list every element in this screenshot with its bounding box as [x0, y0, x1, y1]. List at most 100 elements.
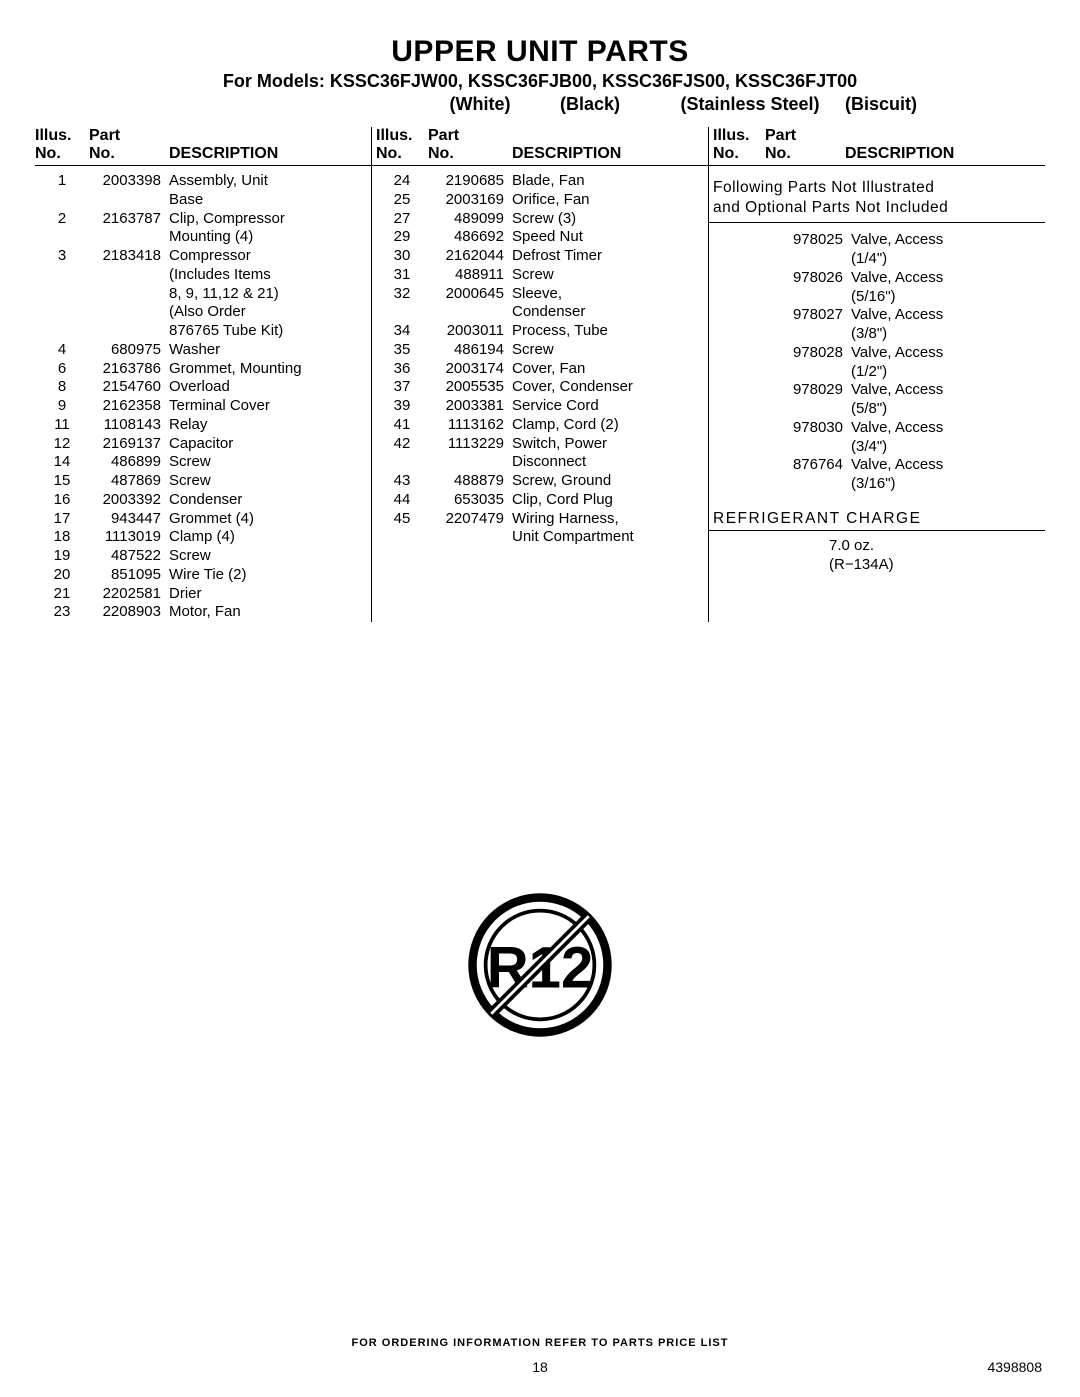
cell-illus-no: 15 [35, 472, 89, 491]
cell-description: Clip, Compressor [169, 210, 371, 229]
cell-illus-no: 34 [372, 322, 428, 341]
table-row: 8, 9, 11,12 & 21) [35, 285, 371, 304]
column-3: Illus. No. Part No. DESCRIPTION Followin… [709, 127, 1045, 622]
cell-description: Valve, Access [851, 419, 1045, 438]
table-row: 978028Valve, Access [709, 344, 1045, 363]
table-row: 876764Valve, Access [709, 456, 1045, 475]
cell-illus-no: 1 [35, 172, 89, 191]
cell-description: Grommet, Mounting [169, 360, 371, 379]
cell-part-no: 2207479 [428, 510, 512, 529]
col2-rows: 242190685Blade, Fan252003169Orifice, Fan… [372, 172, 708, 547]
cell-illus-no: 45 [372, 510, 428, 529]
hdr-no: No. [35, 145, 89, 163]
table-row: Unit Compartment [372, 528, 708, 547]
cell-description: Screw, Ground [512, 472, 708, 491]
cell-description: Base [169, 191, 371, 210]
r12-symbol-container: R12 [0, 890, 1080, 1045]
table-row: 452207479Wiring Harness, [372, 510, 708, 529]
cell-description: Motor, Fan [169, 603, 371, 622]
table-row: 342003011Process, Tube [372, 322, 708, 341]
table-row: 19487522Screw [35, 547, 371, 566]
table-row: 876765 Tube Kit) [35, 322, 371, 341]
cell-description: Process, Tube [512, 322, 708, 341]
table-row: 12003398Assembly, Unit [35, 172, 371, 191]
table-row: 32183418Compressor [35, 247, 371, 266]
table-row: Mounting (4) [35, 228, 371, 247]
cell-illus-no: 41 [372, 416, 428, 435]
table-row: 181113019Clamp (4) [35, 528, 371, 547]
hdr-desc: DESCRIPTION [512, 145, 621, 163]
table-row: 22163787Clip, Compressor [35, 210, 371, 229]
color-white: (White) [440, 94, 520, 115]
table-row: 31488911Screw [372, 266, 708, 285]
cell-part-no: 2163786 [89, 360, 169, 379]
col1-rows: 12003398Assembly, UnitBase22163787Clip, … [35, 172, 371, 622]
color-ss: (Stainless Steel) [660, 94, 840, 115]
cell-illus-no: 24 [372, 172, 428, 191]
cell-part-no: 486899 [89, 453, 169, 472]
cell-description: Capacitor [169, 435, 371, 454]
table-row: 411113162Clamp, Cord (2) [372, 416, 708, 435]
cell-part-no: 2190685 [428, 172, 512, 191]
cell-part-no: 2003381 [428, 397, 512, 416]
cell-description: Screw [512, 266, 708, 285]
cell-illus-no: 3 [35, 247, 89, 266]
cell-part-no: 2202581 [89, 585, 169, 604]
table-row: 44653035Clip, Cord Plug [372, 491, 708, 510]
table-row: (5/16") [709, 288, 1045, 307]
cell-description: Speed Nut [512, 228, 708, 247]
cell-description: Screw [169, 453, 371, 472]
cell-description: (5/8") [851, 400, 1045, 419]
table-row: 392003381Service Cord [372, 397, 708, 416]
cell-description: Switch, Power [512, 435, 708, 454]
cell-description: Sleeve, [512, 285, 708, 304]
cell-illus-no: 9 [35, 397, 89, 416]
note-line1: Following Parts Not Illustrated [713, 178, 1045, 198]
table-row: Disconnect [372, 453, 708, 472]
hdr-part: Part [428, 127, 512, 145]
table-row: (5/8") [709, 400, 1045, 419]
table-row: 162003392Condenser [35, 491, 371, 510]
cell-illus-no: 27 [372, 210, 428, 229]
cell-description: Cover, Fan [512, 360, 708, 379]
hdr-illus: Illus. [376, 127, 428, 145]
table-row: 92162358Terminal Cover [35, 397, 371, 416]
hdr-part: Part [89, 127, 169, 145]
cell-description: (5/16") [851, 288, 1045, 307]
cell-part-no: 2154760 [89, 378, 169, 397]
cell-illus-no: 23 [35, 603, 89, 622]
hdr-partno: No. [765, 145, 845, 163]
color-black: (Black) [525, 94, 655, 115]
table-row: 978027Valve, Access [709, 306, 1045, 325]
table-row: Base [35, 191, 371, 210]
page-number: 18 [0, 1359, 1080, 1375]
cell-illus-no: 8 [35, 378, 89, 397]
table-row: 35486194Screw [372, 341, 708, 360]
cell-part-no: 2183418 [89, 247, 169, 266]
cell-description: Condenser [169, 491, 371, 510]
cell-illus-no: 21 [35, 585, 89, 604]
cell-description: Drier [169, 585, 371, 604]
hdr-desc: DESCRIPTION [845, 145, 954, 163]
cell-description: Mounting (4) [169, 228, 371, 247]
hdr-no: No. [376, 145, 428, 163]
cell-illus-no: 43 [372, 472, 428, 491]
columns-container: Illus. No. Part No. DESCRIPTION 12003398… [35, 127, 1045, 622]
table-row: 232208903Motor, Fan [35, 603, 371, 622]
cell-description: Orifice, Fan [512, 191, 708, 210]
col3-rows: 978025Valve, Access(1/4")978026Valve, Ac… [709, 231, 1045, 494]
cell-description: Screw [169, 472, 371, 491]
ref-val-oz: 7.0 oz. [829, 537, 1045, 556]
cell-part-no: 2003011 [428, 322, 512, 341]
cell-description: Valve, Access [851, 456, 1045, 475]
cell-part-no: 2003174 [428, 360, 512, 379]
cell-description: Service Cord [512, 397, 708, 416]
cell-description: Clip, Cord Plug [512, 491, 708, 510]
cell-part-no: 943447 [89, 510, 169, 529]
cell-illus-no: 11 [35, 416, 89, 435]
table-row: 111108143Relay [35, 416, 371, 435]
hdr-no: No. [713, 145, 765, 163]
table-row: 242190685Blade, Fan [372, 172, 708, 191]
table-row: 978025Valve, Access [709, 231, 1045, 250]
cell-part-no: 1113162 [428, 416, 512, 435]
